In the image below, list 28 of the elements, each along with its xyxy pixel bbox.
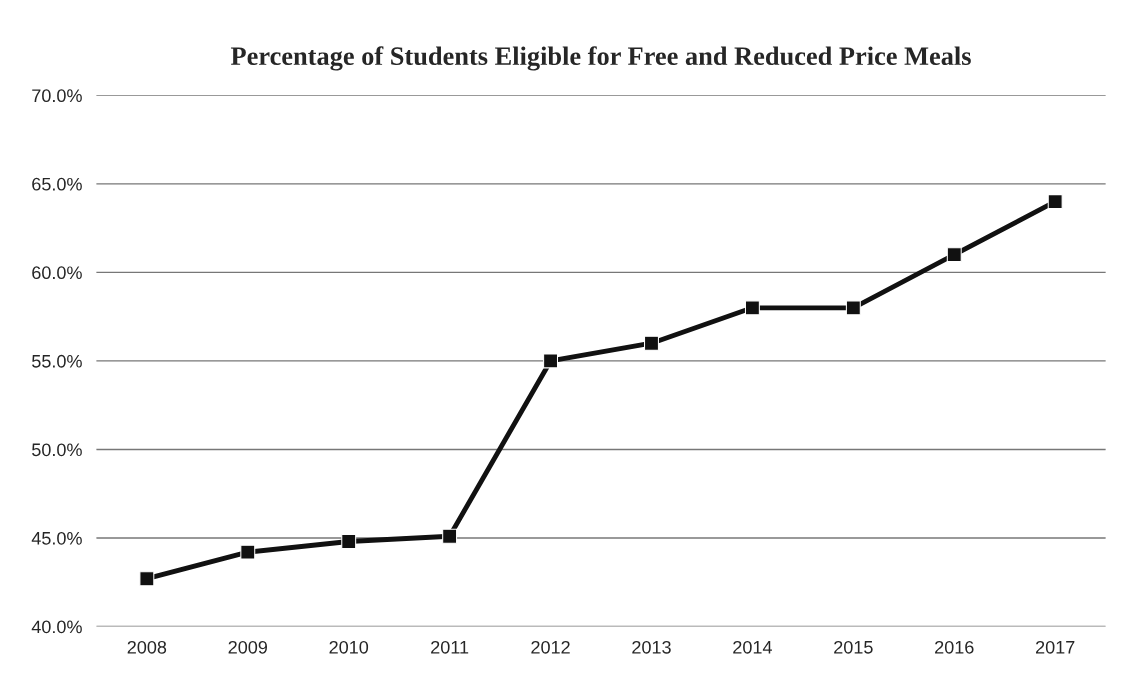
point <box>543 353 559 369</box>
x-tick-label: 2017 <box>1036 640 1075 654</box>
x-tick-label: 2009 <box>228 640 268 654</box>
point <box>744 300 760 316</box>
y-tick-label: 40.0% <box>31 620 82 634</box>
y-tick-label: 65.0% <box>32 177 82 191</box>
point <box>1047 194 1063 210</box>
x-tick-label: 2013 <box>632 640 671 654</box>
point <box>442 528 458 544</box>
x-tick-label: 2012 <box>531 640 570 654</box>
x-tick-label: 2016 <box>935 640 974 654</box>
point <box>845 300 861 316</box>
x-tick-label: 2008 <box>127 640 167 654</box>
y-tick-label: 50.0% <box>32 443 82 457</box>
x-tick-label: 2010 <box>329 640 369 654</box>
x-tick-label: 2014 <box>733 640 772 654</box>
point <box>644 335 659 351</box>
y-tick-label: 55.0% <box>32 354 82 368</box>
x-tick-label: 2011 <box>431 640 469 654</box>
point <box>240 544 256 560</box>
point <box>341 534 357 549</box>
y-tick-label: 60.0% <box>32 266 82 280</box>
y-tick-label: 70.0% <box>32 89 82 103</box>
chart-title: Percentage of Students Eligible for Free and Reduced Price Meals <box>230 46 971 71</box>
x-tick-label: 2015 <box>834 640 873 654</box>
point <box>946 247 962 263</box>
y-tick-label: 45.0% <box>31 531 82 545</box>
point <box>139 571 155 587</box>
